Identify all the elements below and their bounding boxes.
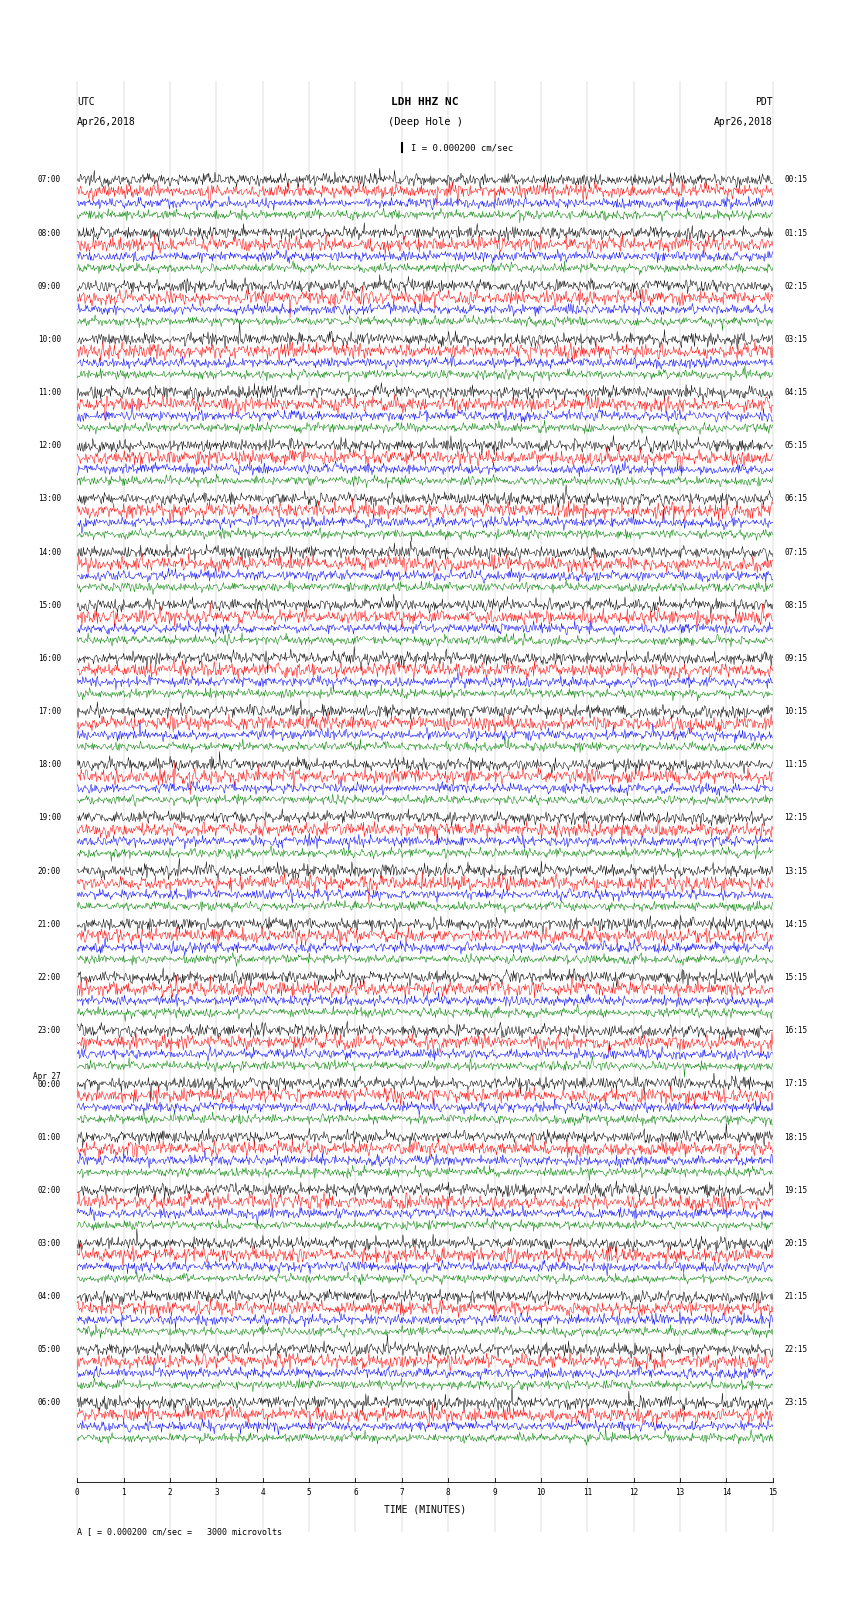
- Text: 12:15: 12:15: [785, 813, 808, 823]
- Text: 01:15: 01:15: [785, 229, 808, 237]
- Text: 03:00: 03:00: [38, 1239, 61, 1248]
- Text: (Deep Hole ): (Deep Hole ): [388, 118, 462, 127]
- Text: 09:15: 09:15: [785, 653, 808, 663]
- Text: 17:15: 17:15: [785, 1079, 808, 1089]
- Text: 04:15: 04:15: [785, 389, 808, 397]
- Text: 2: 2: [167, 1489, 173, 1497]
- Text: 22:15: 22:15: [785, 1345, 808, 1355]
- Text: 4: 4: [260, 1489, 265, 1497]
- Text: 8: 8: [446, 1489, 450, 1497]
- Text: 16:00: 16:00: [38, 653, 61, 663]
- Text: 15:00: 15:00: [38, 600, 61, 610]
- Text: 9: 9: [492, 1489, 497, 1497]
- Text: 05:00: 05:00: [38, 1345, 61, 1355]
- Text: 19:15: 19:15: [785, 1186, 808, 1195]
- Text: 14: 14: [722, 1489, 731, 1497]
- Text: 14:00: 14:00: [38, 547, 61, 556]
- Text: 02:00: 02:00: [38, 1186, 61, 1195]
- Text: 13: 13: [676, 1489, 684, 1497]
- Text: I = 0.000200 cm/sec: I = 0.000200 cm/sec: [411, 144, 513, 152]
- Text: 20:00: 20:00: [38, 866, 61, 876]
- Text: 06:00: 06:00: [38, 1398, 61, 1408]
- Text: 6: 6: [353, 1489, 358, 1497]
- Text: 16:15: 16:15: [785, 1026, 808, 1036]
- Text: Apr 27: Apr 27: [33, 1073, 61, 1081]
- Text: Apr26,2018: Apr26,2018: [77, 118, 136, 127]
- Text: Apr26,2018: Apr26,2018: [714, 118, 773, 127]
- Text: 19:00: 19:00: [38, 813, 61, 823]
- Text: 14:15: 14:15: [785, 919, 808, 929]
- Text: 15:15: 15:15: [785, 973, 808, 982]
- Text: 00:00: 00:00: [38, 1079, 61, 1089]
- Text: LDH HHZ NC: LDH HHZ NC: [391, 97, 459, 106]
- Text: 11:15: 11:15: [785, 760, 808, 769]
- Text: PDT: PDT: [755, 97, 773, 106]
- Text: 21:00: 21:00: [38, 919, 61, 929]
- Text: 05:15: 05:15: [785, 442, 808, 450]
- Text: TIME (MINUTES): TIME (MINUTES): [384, 1505, 466, 1515]
- Text: 1: 1: [122, 1489, 126, 1497]
- Text: 10:00: 10:00: [38, 336, 61, 344]
- Text: 18:00: 18:00: [38, 760, 61, 769]
- Text: 23:00: 23:00: [38, 1026, 61, 1036]
- Text: A [ = 0.000200 cm/sec =   3000 microvolts: A [ = 0.000200 cm/sec = 3000 microvolts: [77, 1528, 282, 1536]
- Text: 7: 7: [400, 1489, 404, 1497]
- Text: 06:15: 06:15: [785, 495, 808, 503]
- Text: 01:00: 01:00: [38, 1132, 61, 1142]
- Text: 02:15: 02:15: [785, 282, 808, 290]
- Text: 07:00: 07:00: [38, 176, 61, 184]
- Text: 0: 0: [75, 1489, 80, 1497]
- Text: 12:00: 12:00: [38, 442, 61, 450]
- Text: 13:00: 13:00: [38, 495, 61, 503]
- Text: 12: 12: [629, 1489, 638, 1497]
- Text: 08:00: 08:00: [38, 229, 61, 237]
- Text: 20:15: 20:15: [785, 1239, 808, 1248]
- Text: 07:15: 07:15: [785, 547, 808, 556]
- Text: 5: 5: [307, 1489, 311, 1497]
- Text: 09:00: 09:00: [38, 282, 61, 290]
- Text: 11:00: 11:00: [38, 389, 61, 397]
- Text: 3: 3: [214, 1489, 218, 1497]
- Text: 15: 15: [768, 1489, 778, 1497]
- Text: 23:15: 23:15: [785, 1398, 808, 1408]
- Text: 13:15: 13:15: [785, 866, 808, 876]
- Text: 04:00: 04:00: [38, 1292, 61, 1302]
- Text: UTC: UTC: [77, 97, 95, 106]
- Text: 17:00: 17:00: [38, 706, 61, 716]
- Text: 08:15: 08:15: [785, 600, 808, 610]
- Text: 18:15: 18:15: [785, 1132, 808, 1142]
- Text: 21:15: 21:15: [785, 1292, 808, 1302]
- Text: 03:15: 03:15: [785, 336, 808, 344]
- Text: 10: 10: [536, 1489, 546, 1497]
- Text: 00:15: 00:15: [785, 176, 808, 184]
- Text: 11: 11: [582, 1489, 592, 1497]
- Text: 10:15: 10:15: [785, 706, 808, 716]
- Text: 22:00: 22:00: [38, 973, 61, 982]
